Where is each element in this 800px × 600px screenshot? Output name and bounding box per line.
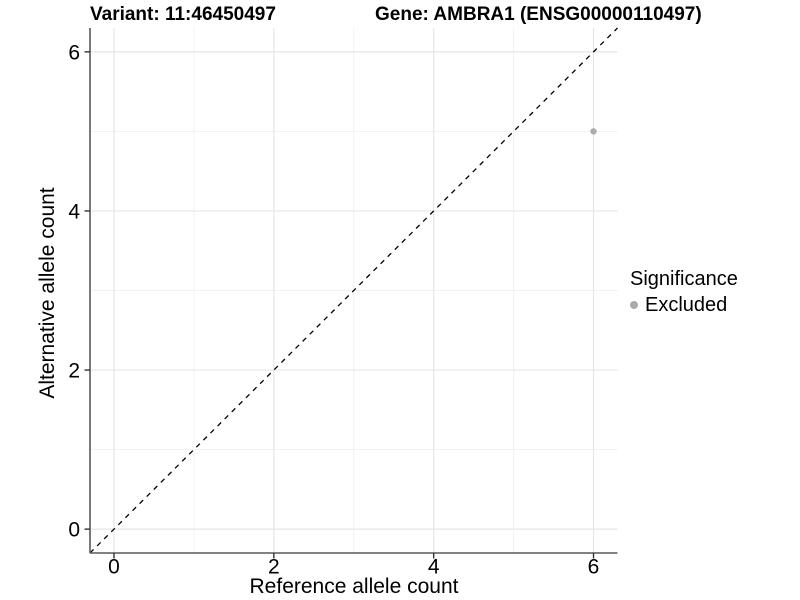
x-tick-label-4: 4: [428, 556, 440, 579]
legend: Significance Excluded: [630, 268, 738, 316]
x-tick-label-6: 6: [588, 556, 600, 579]
legend-point-icon: [630, 301, 638, 309]
y-tick-label-4: 4: [68, 200, 80, 223]
x-tick-label-2: 2: [268, 556, 280, 579]
y-axis-title: Alternative allele count: [36, 187, 59, 399]
legend-item-excluded: Excluded: [630, 294, 738, 316]
y-tick-label-6: 6: [68, 41, 80, 64]
y-tick-label-2: 2: [68, 360, 80, 383]
legend-item-label: Excluded: [645, 294, 728, 316]
y-tick-label-0: 0: [68, 519, 80, 542]
x-tick-label-0: 0: [108, 556, 120, 579]
plot-title-gene: Gene: AMBRA1 (ENSG00000110497): [375, 4, 702, 25]
identity-line: [89, 27, 618, 554]
plot-title-variant: Variant: 11:46450497: [90, 4, 276, 25]
x-axis-title: Reference allele count: [249, 575, 459, 598]
legend-title: Significance: [630, 268, 738, 290]
data-point: [590, 128, 597, 135]
